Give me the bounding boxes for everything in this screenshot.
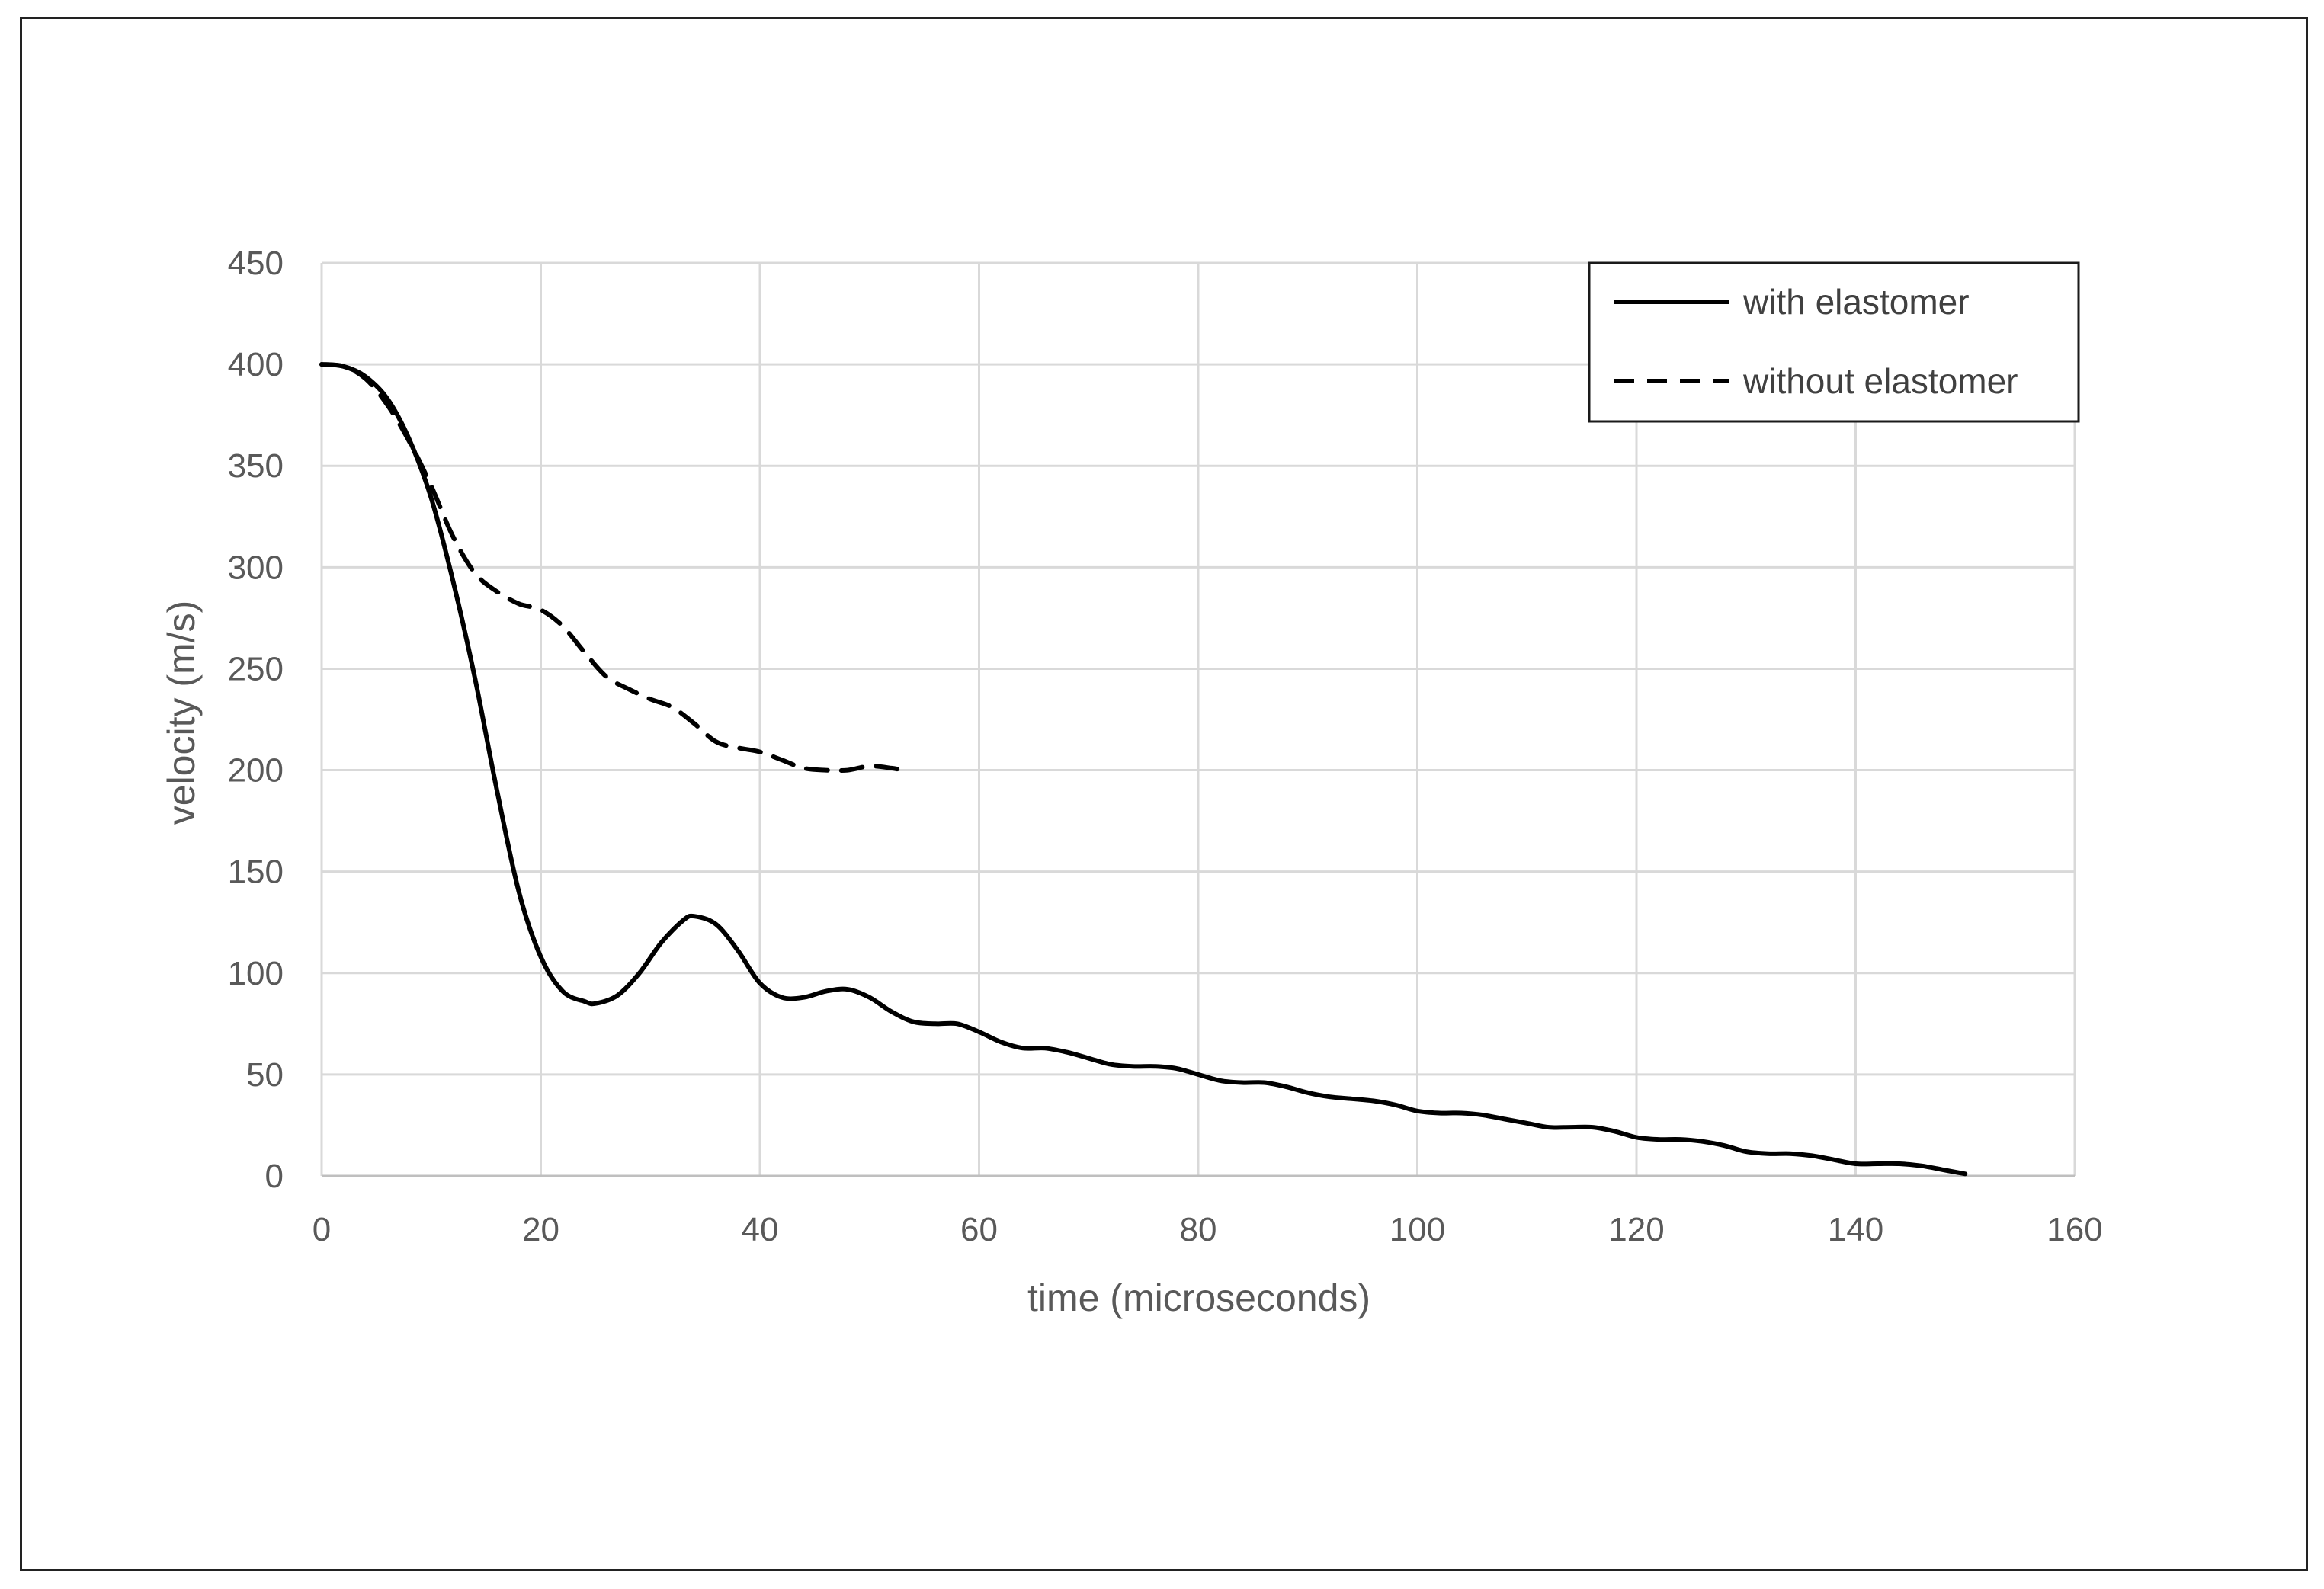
x-axis-ticks: 0 20 40 60 80 100 120 140 160 <box>313 1211 2103 1248</box>
x-tick-label: 120 <box>1608 1211 1664 1248</box>
y-tick-label: 0 <box>265 1158 284 1195</box>
y-tick-label: 450 <box>228 245 284 282</box>
x-tick-label: 140 <box>1828 1211 1883 1248</box>
series-line-without-elastomer <box>319 362 905 774</box>
y-axis-title: velocity (m/s) <box>160 601 203 825</box>
series-layer <box>319 362 1968 1177</box>
x-tick-label: 40 <box>742 1211 779 1248</box>
x-tick-label: 80 <box>1180 1211 1217 1248</box>
y-axis-ticks: 0 50 100 150 200 250 300 350 400 450 <box>228 245 284 1195</box>
x-tick-label: 0 <box>313 1211 331 1248</box>
y-tick-label: 300 <box>228 549 284 586</box>
y-tick-label: 250 <box>228 650 284 687</box>
x-tick-label: 20 <box>522 1211 559 1248</box>
legend-box <box>1588 261 2080 423</box>
legend: with elastomer without elastomer <box>1588 261 2080 423</box>
y-tick-label: 400 <box>228 346 284 383</box>
y-tick-label: 350 <box>228 447 284 485</box>
y-tick-label: 200 <box>228 752 284 790</box>
y-tick-label: 50 <box>246 1056 284 1094</box>
series-line-with-elastomer <box>319 362 1968 1177</box>
x-tick-label: 60 <box>960 1211 998 1248</box>
x-axis-title: time (microseconds) <box>1027 1277 1370 1319</box>
x-tick-label: 100 <box>1390 1211 1445 1248</box>
y-tick-label: 100 <box>228 955 284 992</box>
y-tick-label: 150 <box>228 854 284 891</box>
legend-label-with-elastomer: with elastomer <box>1742 282 1970 322</box>
x-tick-label: 160 <box>2047 1211 2102 1248</box>
legend-label-without-elastomer: without elastomer <box>1742 361 2018 401</box>
